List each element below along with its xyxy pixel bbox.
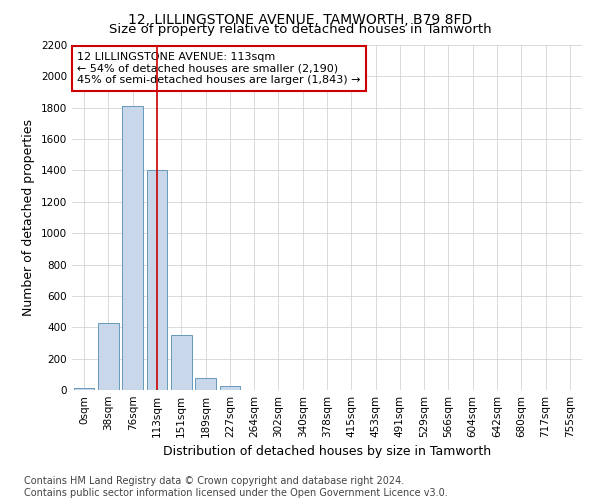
Bar xyxy=(195,378,216,390)
Text: 12 LILLINGSTONE AVENUE: 113sqm
← 54% of detached houses are smaller (2,190)
45% : 12 LILLINGSTONE AVENUE: 113sqm ← 54% of … xyxy=(77,52,361,85)
Text: Contains HM Land Registry data © Crown copyright and database right 2024.
Contai: Contains HM Land Registry data © Crown c… xyxy=(24,476,448,498)
Bar xyxy=(98,322,119,390)
Y-axis label: Number of detached properties: Number of detached properties xyxy=(22,119,35,316)
Bar xyxy=(146,170,167,390)
Bar xyxy=(220,386,240,390)
Bar xyxy=(74,388,94,390)
Bar xyxy=(122,106,143,390)
Bar xyxy=(171,335,191,390)
X-axis label: Distribution of detached houses by size in Tamworth: Distribution of detached houses by size … xyxy=(163,446,491,458)
Text: 12, LILLINGSTONE AVENUE, TAMWORTH, B79 8FD: 12, LILLINGSTONE AVENUE, TAMWORTH, B79 8… xyxy=(128,12,472,26)
Text: Size of property relative to detached houses in Tamworth: Size of property relative to detached ho… xyxy=(109,22,491,36)
